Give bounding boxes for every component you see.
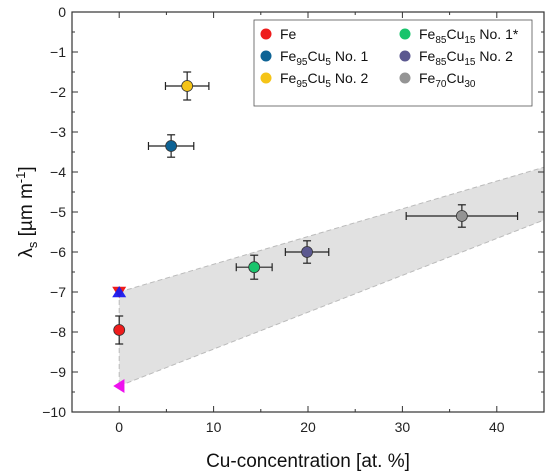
y-axis-symbol: λ — [16, 248, 37, 258]
y-tick-label: 0 — [58, 4, 66, 20]
y-tick-label: −2 — [50, 84, 66, 100]
data-point-layer — [113, 71, 519, 345]
reference-marker-triangle-left — [113, 379, 125, 393]
legend-label: Fe95Cu5 No. 2 — [280, 70, 369, 90]
x-tick-label: 30 — [395, 419, 411, 435]
data-point-marker — [113, 324, 126, 336]
data-point-series-5 — [405, 204, 519, 228]
shaded-band-0 — [119, 167, 544, 386]
data-point-series-4 — [284, 240, 330, 264]
y-axis-unit: [µm m — [16, 183, 37, 241]
x-axis-title: Cu-concentration [at. %] — [206, 451, 410, 472]
legend-label: Fe85Cu15 No. 1* — [419, 26, 519, 46]
x-tick-label: 10 — [206, 419, 222, 435]
y-tick-label: −8 — [50, 324, 66, 340]
y-tick-label: −10 — [42, 404, 66, 420]
data-point-marker — [248, 261, 261, 274]
y-tick-label: −9 — [50, 364, 66, 380]
reference-marker-triangle-up — [112, 286, 127, 298]
y-tick-label: −1 — [50, 44, 66, 60]
x-tick-label: 20 — [300, 419, 316, 435]
y-tick-label: −3 — [50, 124, 66, 140]
y-tick-label: −7 — [50, 284, 66, 300]
x-tick-label: 0 — [115, 419, 123, 435]
legend-marker — [260, 72, 272, 84]
legend-label: Fe — [280, 26, 297, 42]
legend-marker — [399, 50, 411, 62]
x-tick-label: 40 — [489, 419, 505, 435]
legend-label: Fe95Cu5 No. 1 — [280, 48, 369, 68]
data-point-marker — [181, 80, 194, 92]
legend-marker — [399, 28, 411, 40]
data-point-series-0 — [113, 315, 126, 345]
y-tick-label: −5 — [50, 204, 66, 220]
data-point-series-2 — [164, 71, 210, 101]
legend-box — [253, 19, 533, 107]
y-axis-title: λs [µm m-1] — [13, 166, 40, 257]
y-tick-label: −4 — [50, 164, 66, 180]
tick-layer: 0 10 20 30 40 0 −1 −2 −3 −4 −5 −6 −7 −8 −9 −10 — [42, 4, 545, 435]
y-axis-unit-superscript: -1 — [13, 172, 28, 184]
data-point-marker — [165, 140, 178, 152]
data-point-marker — [455, 210, 468, 222]
legend-marker — [399, 72, 411, 84]
legend-marker — [260, 50, 272, 62]
data-point-marker — [301, 246, 313, 258]
y-tick-label: −6 — [50, 244, 66, 260]
legend-marker — [260, 28, 272, 40]
data-point-series-3 — [235, 254, 273, 280]
legend-label: Fe85Cu15 No. 2 — [419, 48, 513, 68]
band-lower-edge — [119, 219, 545, 387]
marker-layer — [112, 286, 127, 393]
plot-frame — [71, 11, 545, 413]
data-point-series-1 — [147, 134, 195, 158]
shaded-band-layer — [118, 166, 545, 387]
y-axis-unit-close: ] — [16, 166, 37, 171]
legend-label: Fe70Cu30 — [419, 70, 476, 90]
y-axis-symbol-subscript: s — [25, 241, 40, 248]
band-upper-edge — [119, 166, 545, 293]
